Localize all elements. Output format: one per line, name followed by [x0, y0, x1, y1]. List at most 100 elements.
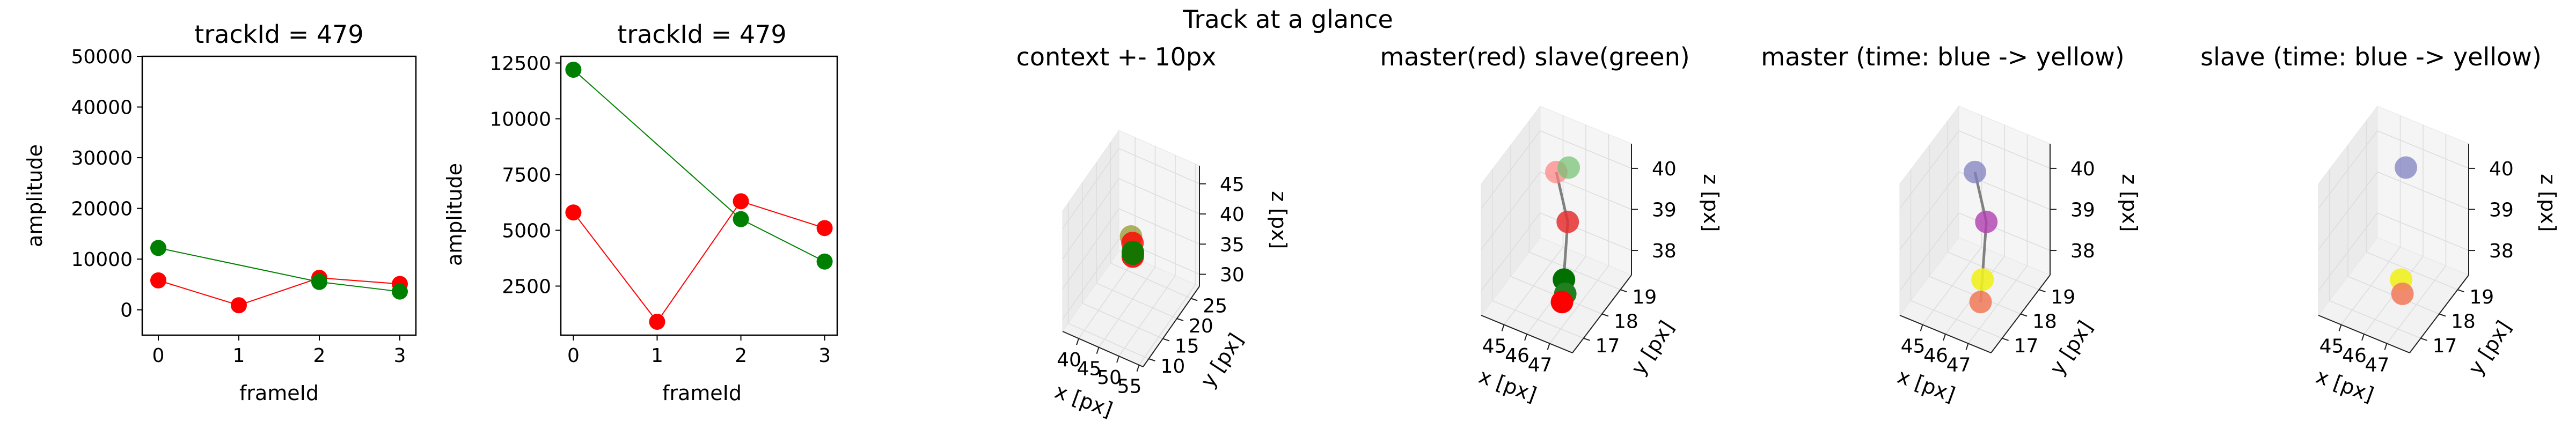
grid-line	[1062, 208, 1119, 290]
grid-line	[1540, 212, 1632, 251]
y-tick-label: 19	[2051, 286, 2075, 308]
x-tick-label: 47	[1528, 354, 1553, 376]
y-tick-label: 17	[1596, 335, 1620, 357]
y-tick-label: 17	[2014, 335, 2039, 357]
y-tick-label: 10000	[489, 108, 551, 130]
y-tick-label: 10	[1161, 356, 1185, 378]
panel-1-ylabel: amplitude	[23, 144, 47, 247]
x-tick-label: 0	[152, 345, 165, 367]
grid-line	[1948, 252, 2039, 290]
x-tick-label: 3	[394, 345, 406, 367]
panel-6-title: slave (time: blue -> yellow)	[2200, 42, 2542, 71]
z-tick-label: 45	[1220, 174, 1245, 196]
y-tick-label: 12500	[489, 53, 551, 75]
x-tick	[2384, 343, 2388, 350]
grid-line	[1118, 208, 1200, 245]
z-tick-label: 38	[2070, 240, 2095, 262]
y-tick	[2020, 313, 2028, 317]
panel-3: context +- 10px 404550551015202530354045…	[1016, 42, 1291, 421]
panel-1: trackId = 479 0 1 2 3 0 10000 20000 30000 40000 5…	[23, 20, 417, 405]
grid-line	[1110, 262, 1191, 299]
y-tick-label: 7500	[502, 164, 551, 186]
data-point	[565, 204, 582, 221]
data-point	[1556, 210, 1579, 233]
data-point	[649, 314, 665, 330]
grid-line	[1529, 252, 1621, 290]
grid-line	[2318, 172, 2378, 250]
y-tick-label: 15	[1175, 336, 1199, 358]
grid-line	[1062, 178, 1119, 260]
x-tick	[1096, 347, 1100, 354]
panel-1-title: trackId = 479	[194, 20, 363, 49]
x-tick	[1547, 343, 1550, 350]
grid-line	[1096, 283, 1177, 319]
x-tick-label: 46	[2342, 345, 2367, 367]
y-tick-label: 50000	[71, 46, 133, 68]
panel-2-plot: 0 1 2 3 2500 5000 7500 10000 12500	[489, 53, 838, 367]
grid-line	[1492, 300, 1584, 339]
grid-line	[1899, 172, 1959, 250]
y-tick	[2039, 289, 2046, 293]
z-axis-label: z [px]	[1699, 174, 1723, 232]
x-tick-label: 46	[1505, 345, 1529, 367]
x-tick-label: 2	[313, 345, 326, 367]
y-tick-label: 18	[1614, 311, 1638, 333]
data-point	[231, 297, 247, 314]
data-point	[1964, 160, 1986, 183]
x-tick	[1076, 338, 1079, 345]
x-tick-label: 55	[1117, 376, 1142, 398]
y-tick-label: 19	[2469, 286, 2494, 308]
x-tick-label: 0	[567, 345, 580, 367]
x-tick-label: 45	[2319, 336, 2344, 358]
z-tick-label: 40	[1652, 158, 1677, 180]
x-tick-label: 45	[1901, 336, 1926, 358]
data-point	[150, 240, 166, 256]
grid-line	[1068, 323, 1149, 359]
z-axis-label: z [px]	[2118, 174, 2141, 232]
z-tick-label: 40	[2070, 158, 2095, 180]
grid-line	[1118, 148, 1200, 184]
z-tick-label: 40	[2489, 158, 2514, 180]
data-point	[1975, 210, 1998, 233]
data-point	[565, 61, 582, 78]
y-tick-label: 20000	[71, 198, 133, 220]
x-tick	[1524, 334, 1527, 341]
grid-line	[1481, 212, 1541, 291]
data-point	[1122, 242, 1145, 265]
z-tick-label: 39	[2489, 199, 2514, 221]
grid-line	[1082, 302, 1163, 339]
panel-2-ylabel: amplitude	[443, 163, 466, 266]
x-tick-label: 45	[1077, 358, 1102, 380]
x-tick-label: 1	[233, 345, 245, 367]
data-point	[733, 211, 749, 227]
x-tick	[1965, 343, 1969, 350]
plot-frame	[560, 55, 838, 336]
y-tick-label: 19	[1632, 286, 1657, 308]
grid-line	[1899, 130, 1959, 209]
data-point	[733, 193, 749, 210]
data-point	[816, 220, 833, 236]
y-tick	[1190, 298, 1198, 301]
x-tick-label: 40	[1057, 349, 1081, 371]
x-tick-label: 1	[651, 345, 663, 367]
y-tick-label: 20	[1189, 315, 1213, 337]
series-line	[573, 69, 825, 262]
y-tick	[2420, 337, 2427, 341]
data-point	[1550, 291, 1574, 314]
z-tick-label: 39	[1652, 199, 1677, 221]
grid-line	[1481, 172, 1541, 250]
x-tick-label: 45	[1482, 336, 1507, 358]
panel-2-xlabel: frameId	[662, 381, 742, 405]
grid-line	[1138, 284, 1196, 366]
grid-line	[2377, 171, 2469, 210]
data-point	[311, 273, 327, 290]
panel-2-title: trackId = 479	[617, 20, 786, 49]
y-tick-label: 17	[2433, 335, 2457, 357]
plot-frame	[141, 55, 417, 336]
x-tick-label: 47	[1946, 354, 1971, 376]
grid-line	[2329, 300, 2421, 339]
y-tick	[1162, 338, 1170, 342]
